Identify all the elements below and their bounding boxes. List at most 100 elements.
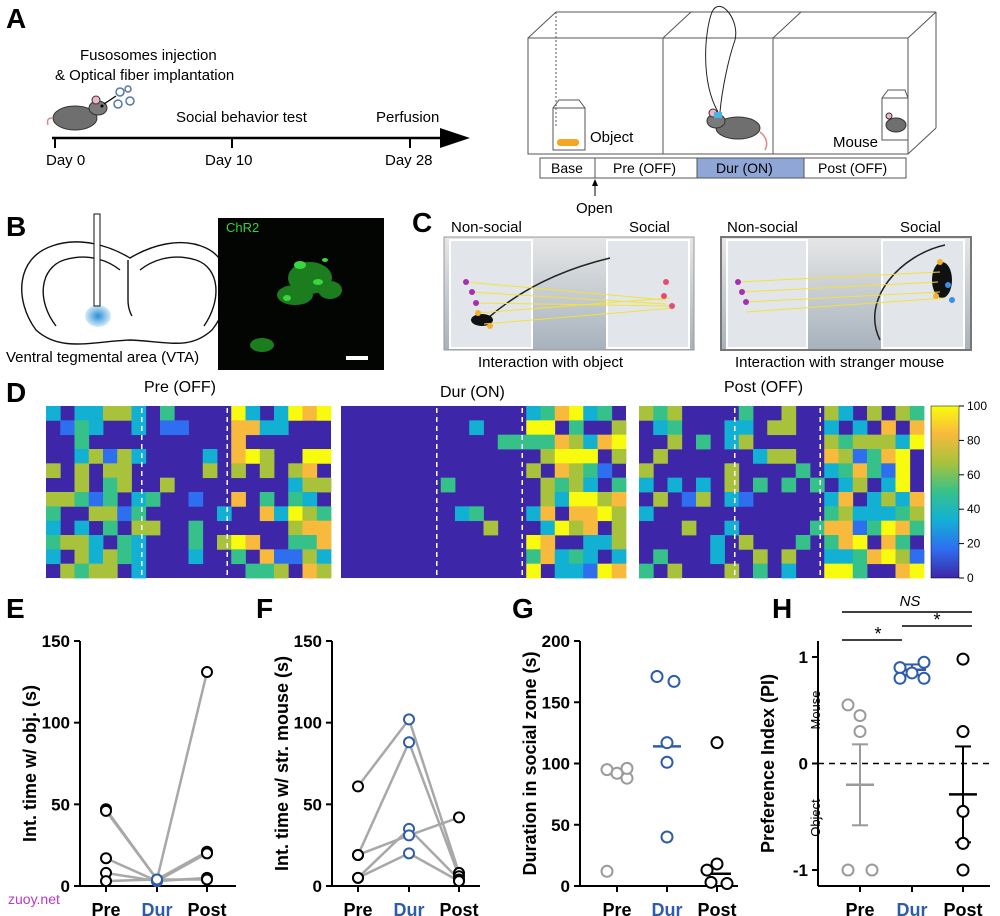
heatmap-cell <box>583 549 598 565</box>
heatmap-cell <box>554 563 570 579</box>
heatmap-cell <box>231 463 246 479</box>
heatmap-cell <box>895 549 911 565</box>
heatmap-cell <box>288 492 303 507</box>
x-tick-label: Pre <box>845 900 874 916</box>
heatmap-cell <box>316 535 332 550</box>
heatmap-cell <box>188 520 204 536</box>
heatmap-cell <box>738 434 754 450</box>
star-dur-post: * <box>933 610 940 630</box>
heatmap-cell <box>74 549 90 565</box>
heatmap-cell <box>653 492 668 507</box>
heatmap-cell <box>569 520 584 536</box>
y-axis-label: Int. time w/ obj. (s) <box>20 685 40 842</box>
heatmap-cell <box>316 549 332 565</box>
heatmap-cell <box>881 449 896 464</box>
heatmap-cell <box>526 506 541 522</box>
data-point <box>201 666 213 679</box>
heatmap-cell <box>696 477 711 493</box>
heatmap-cell <box>540 549 556 565</box>
heatmap-cell <box>117 549 132 565</box>
data-point <box>667 674 681 688</box>
heatmap-cell <box>259 563 275 579</box>
day-0-label: Day 0 <box>46 152 85 169</box>
mouse-drawing <box>46 95 117 131</box>
data-point <box>956 863 970 877</box>
heatmap-cell <box>259 463 275 479</box>
heatmap-cell <box>60 535 75 550</box>
heatmap-cell <box>639 463 654 479</box>
heatmap-cell <box>667 420 683 436</box>
heatmap-cell <box>867 434 882 450</box>
object-label: Object <box>590 129 634 146</box>
heatmap-cell <box>131 420 147 436</box>
heatmap-cell <box>526 563 541 579</box>
heatmap-cell <box>302 549 318 565</box>
x-tick-label: Dur <box>897 900 928 916</box>
heatmap-cell <box>767 420 782 436</box>
heatmap-cell <box>838 449 854 464</box>
heatmap-cell <box>824 463 839 479</box>
heatmap-cell <box>781 449 797 464</box>
x-tick-label: Dur <box>652 900 683 916</box>
heatmap-cell <box>738 535 754 550</box>
heatmap-cell <box>88 549 104 565</box>
heatmap-cell <box>145 492 161 507</box>
heatmap-cell <box>469 420 484 436</box>
heatmap-cell <box>781 563 797 579</box>
heatmap-cell <box>569 420 584 436</box>
heatmap-cell <box>569 477 584 493</box>
heatmap-cell <box>909 549 925 565</box>
heatmap-cell <box>540 434 556 450</box>
heatmap-cell <box>838 477 854 493</box>
heatmap-cell <box>909 420 925 436</box>
colorbar <box>930 405 960 579</box>
heatmap-cell <box>767 449 782 464</box>
heatmap-cell <box>274 563 289 579</box>
y-tick-label: 100 <box>42 714 70 733</box>
heatmap-cell <box>202 449 218 464</box>
heatmap-cell <box>569 563 584 579</box>
heatmap-cell <box>160 477 175 493</box>
heatmap-cell <box>160 406 175 421</box>
heatmap-cell <box>824 549 839 565</box>
data-point <box>853 709 867 723</box>
heatmap-cell <box>583 492 598 507</box>
colorbar-tick-label: 20 <box>967 537 981 551</box>
heatmap-cell <box>824 535 839 550</box>
data-point <box>700 863 714 877</box>
subject-line <box>104 671 209 883</box>
heatmap-cell <box>554 406 570 421</box>
heatmap-cell <box>231 434 246 450</box>
heatmap-cell <box>781 549 797 565</box>
heatmap-cell <box>824 449 839 464</box>
video-frame-object <box>443 236 695 351</box>
phase-bar <box>539 157 907 179</box>
heatmap-cell <box>781 420 797 436</box>
heatmap-cell <box>540 535 556 550</box>
heatmap-cell <box>569 406 584 421</box>
heatmap-cell <box>724 520 740 536</box>
y-tick-label: 50 <box>303 795 322 814</box>
data-point <box>201 847 213 860</box>
heatmap-cell <box>316 506 332 522</box>
heatmap-title-dur: Dur (ON) <box>440 384 505 401</box>
heatmap-cell <box>724 477 740 493</box>
heatmap-cell <box>824 506 839 522</box>
heatmap-cell <box>302 406 318 421</box>
heatmap-cell <box>231 406 246 421</box>
heatmap-cell <box>852 477 868 493</box>
heatmap-cell <box>554 434 570 450</box>
heatmap-cell <box>710 535 725 550</box>
optical-fiber-icon <box>93 213 101 307</box>
heatmap-cell <box>554 492 570 507</box>
heatmap-cell <box>583 563 598 579</box>
phase-base: Base <box>551 160 583 176</box>
heatmap-cell <box>838 549 854 565</box>
heatmap-cell <box>569 449 584 464</box>
heatmap-cell <box>653 420 668 436</box>
heatmap-cell <box>881 420 896 436</box>
heatmap-cell <box>838 434 854 450</box>
heatmap-cell <box>288 463 303 479</box>
heatmap-cell <box>838 506 854 522</box>
heatmap-cell <box>526 434 541 450</box>
